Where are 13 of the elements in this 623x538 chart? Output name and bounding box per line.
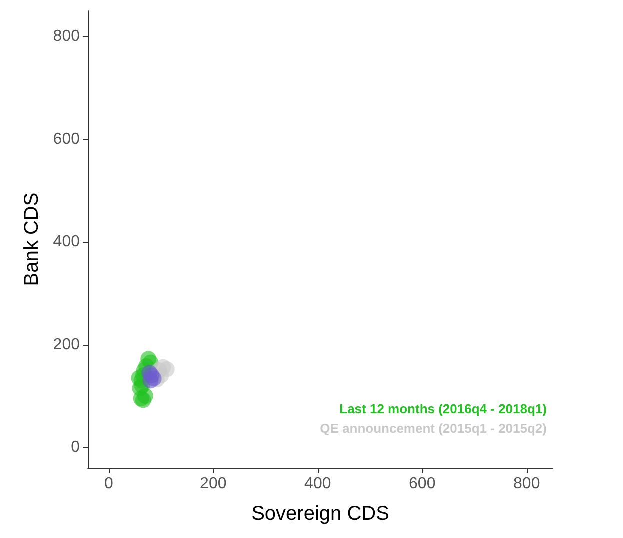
y-tick-label: 600 [53, 130, 80, 148]
y-tick-label: 0 [71, 438, 80, 456]
x-tick-label: 600 [409, 476, 436, 492]
y-tick-label: 800 [53, 28, 80, 46]
x-tick-label: 800 [514, 476, 540, 492]
y-tick-label: 200 [53, 336, 80, 354]
text: Last 12 months (2016q4 - 2018q1) [340, 402, 547, 416]
x-axis-title: Sovereign CDS [252, 503, 390, 525]
y-tick-label: 400 [53, 234, 80, 251]
x-tick-label: 200 [200, 476, 227, 492]
x-tick-label: 400 [304, 476, 332, 492]
y-axis-title: Bank CDS [21, 192, 43, 286]
x-tick-label: 0 [104, 476, 114, 492]
